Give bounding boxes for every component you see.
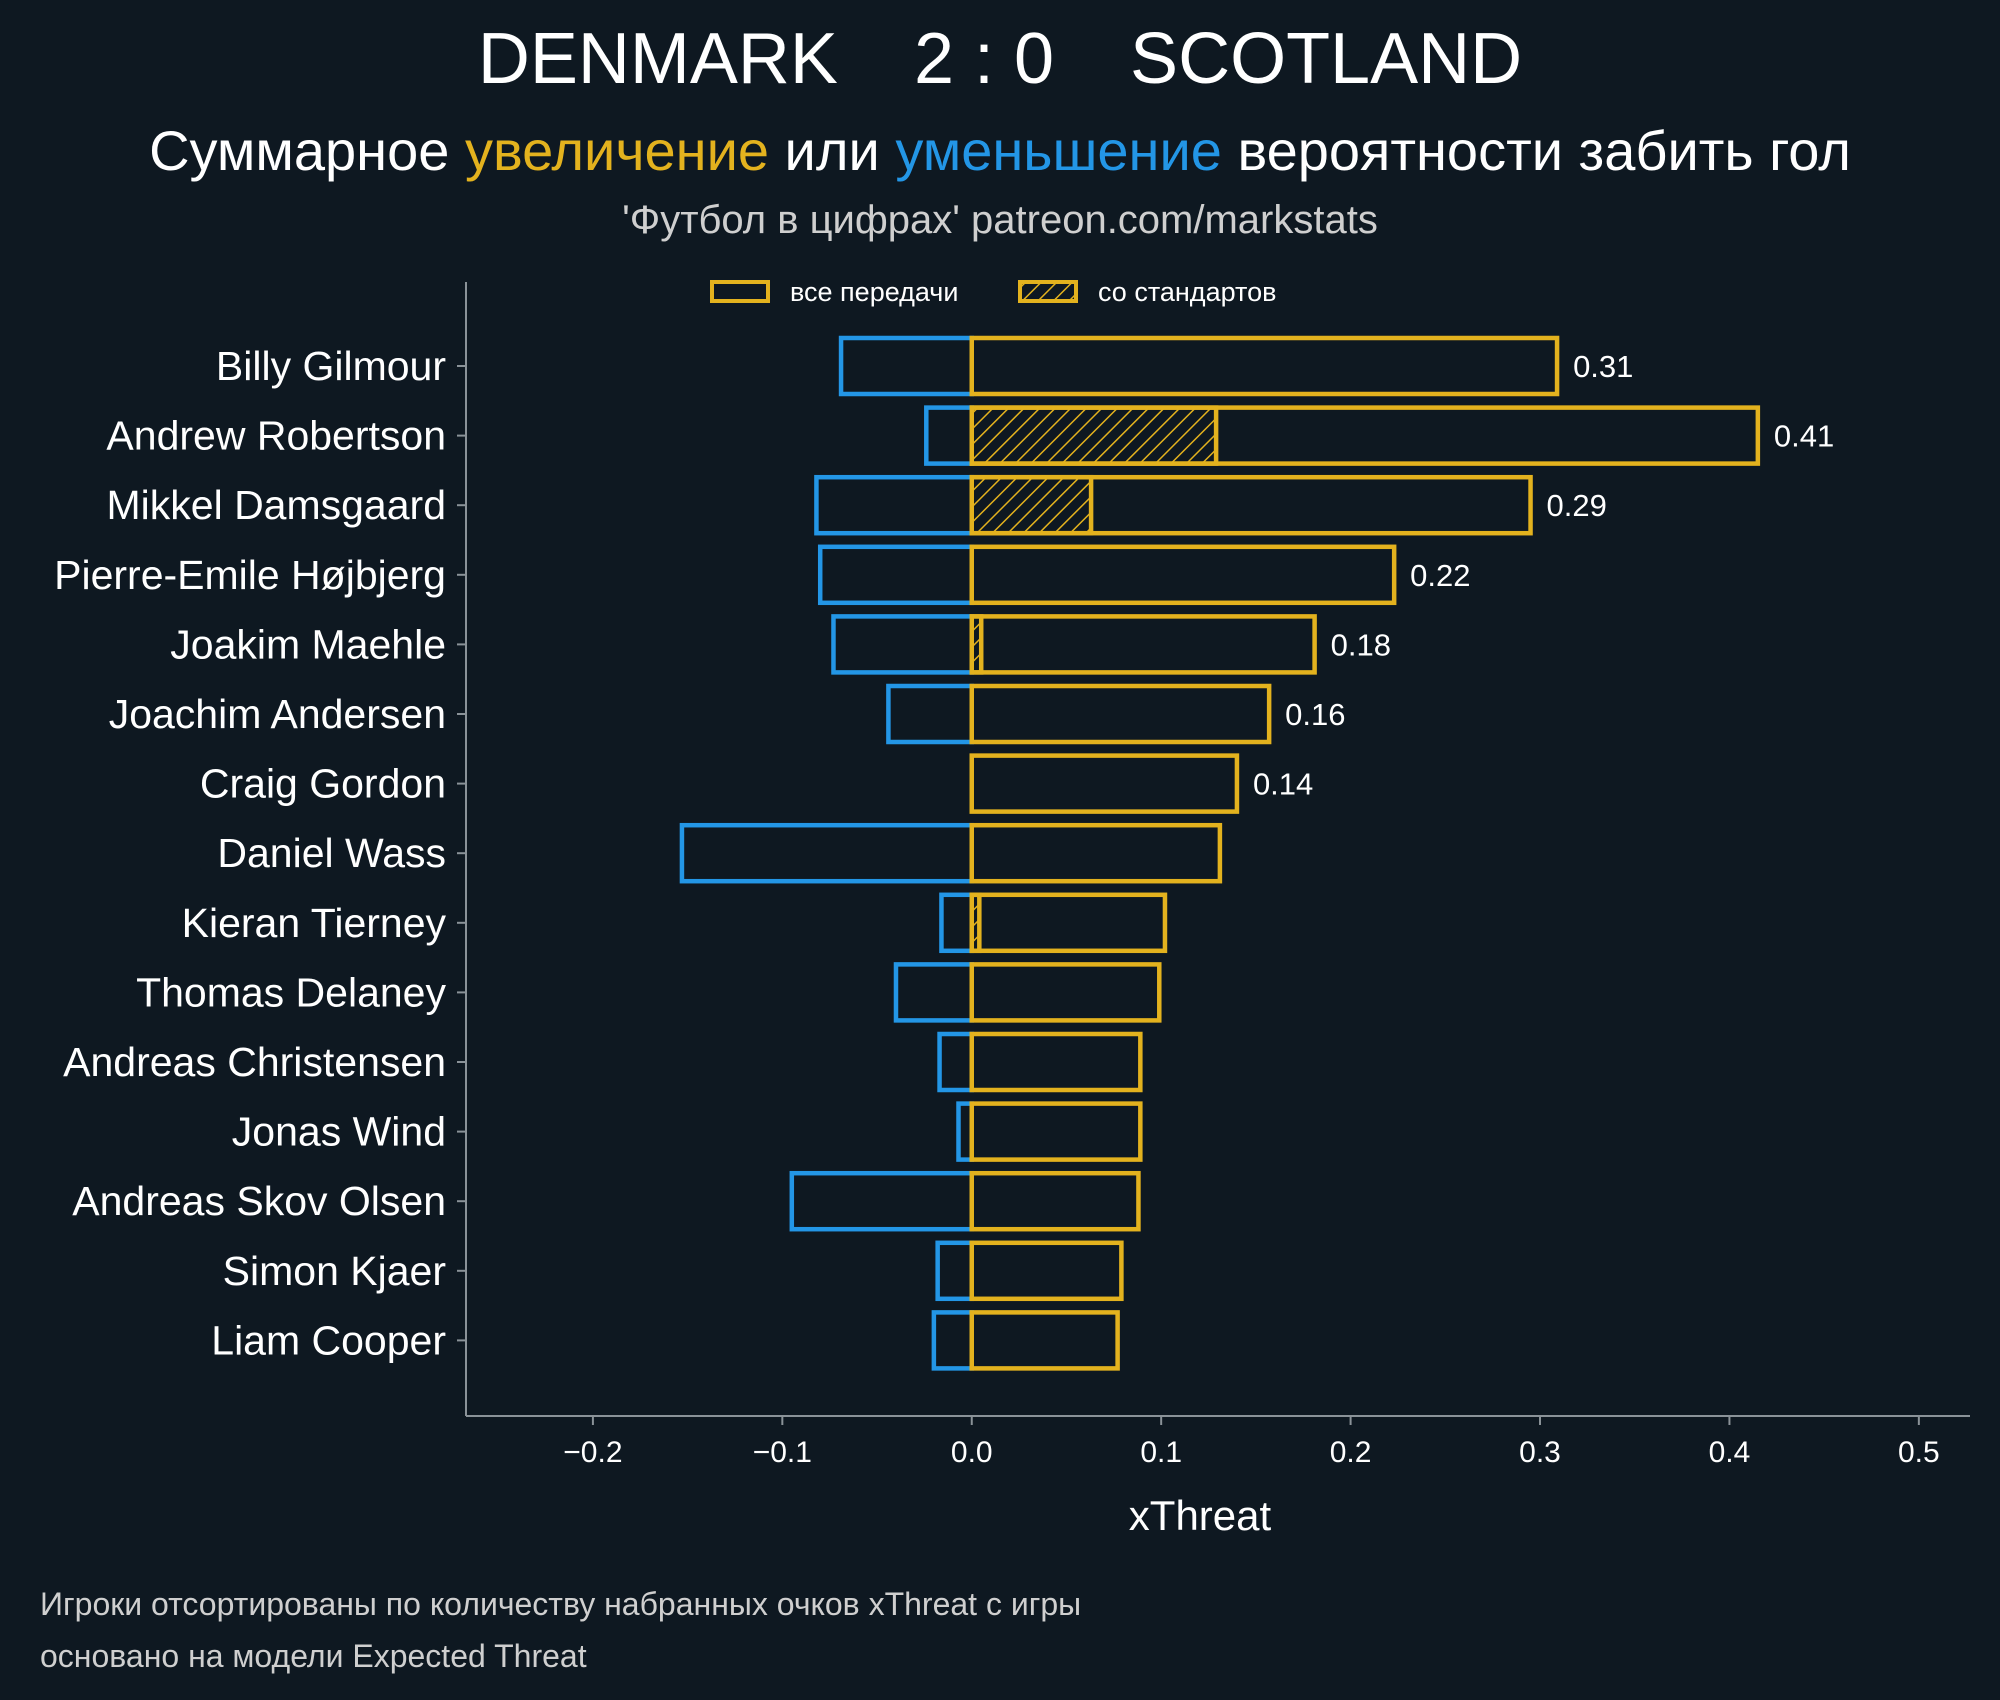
home-team: DENMARK [477,19,838,99]
value-label: 0.14 [1253,767,1313,802]
category-label: Daniel Wass [217,830,446,876]
footnote-model: основано на модели Expected Threat [40,1638,587,1674]
bar-decrease [886,683,975,745]
category-label: Billy Gilmour [216,343,446,389]
subtitle-part2: или [769,119,896,182]
bar-increase [969,962,1162,1023]
bar-decrease [893,962,975,1023]
legend-label-all-passes: все передачи [790,277,958,307]
subtitle-part3: вероятности забить гол [1221,119,1851,182]
bar-increase [969,544,1397,606]
bar-increase [969,474,1533,536]
category-label: Andrew Robertson [106,413,446,459]
chart-subtitle: Суммарное увеличение или уменьшение веро… [0,118,2000,183]
bar-decrease [935,1240,975,1302]
x-tick-label: 0.4 [1709,1436,1751,1469]
match-score: 2 : 0 [913,19,1055,99]
category-label: Joachim Andersen [109,691,446,737]
legend-swatch-all-passes [710,280,770,303]
bar-increase [969,405,1761,466]
bar-decrease [939,892,975,954]
bar-decrease [838,335,975,397]
byline: 'Футбол в цифрах' patreon.com/markstats [622,198,1378,242]
footnotes: Игроки отсортированы по количеству набра… [40,1578,1081,1682]
subtitle-increase: увеличение [464,119,769,182]
x-axis-label: xThreat [1129,1492,1272,1539]
value-label: 0.22 [1410,558,1470,593]
bar-increase [969,1101,1143,1162]
footnote-sorting: Игроки отсортированы по количеству набра… [40,1586,1082,1622]
bar-set-pieces [969,405,1219,466]
chart-legend: все передачи со стандартов [710,277,1276,307]
bar-increase [969,1170,1141,1232]
chart-bars [679,335,1761,1371]
bar-decrease [817,544,975,606]
bar-decrease [679,822,975,884]
match-title: DENMARK 2 : 0 SCOTLAND [0,18,2000,118]
x-tick-label: 0.5 [1898,1436,1940,1469]
category-label: Mikkel Damsgaard [107,482,447,528]
category-label: Andreas Skov Olsen [72,1178,446,1224]
chart-axes: −0.2 −0.1 0.0 0.1 0.2 0.3 0.4 0.5 [457,282,1970,1469]
bar-increase [969,822,1223,884]
bar-increase [969,1031,1143,1093]
category-label: Simon Kjaer [223,1248,446,1294]
category-label: Craig Gordon [200,761,446,807]
value-label: 0.31 [1573,349,1633,384]
legend-swatch-set-pieces [1018,280,1078,303]
bar-increase [969,683,1272,745]
value-label: 0.16 [1285,697,1345,732]
subtitle-decrease: уменьшение [895,119,1222,182]
bar-increase [969,614,1317,675]
category-label: Kieran Tierney [182,900,447,946]
bar-increase [969,1310,1120,1371]
x-tick-label: 0.3 [1519,1436,1561,1469]
value-label: 0.29 [1547,488,1607,523]
bar-decrease [814,474,975,536]
bar-increase [969,753,1240,814]
bar-decrease [831,614,975,675]
category-label: Joakim Maehle [170,621,446,667]
subtitle-part1: Суммарное [149,119,465,182]
x-tick-label: 0.1 [1140,1436,1182,1469]
bar-decrease [924,405,975,466]
chart-labels: Billy Gilmour 0.31 Andrew Robertson 0.41 Mik… [54,343,1834,1363]
value-label: 0.41 [1774,419,1834,454]
x-tick-label: −0.2 [563,1436,622,1469]
bar-increase [969,335,1560,397]
bar-decrease [931,1310,975,1371]
bar-increase [969,1240,1124,1302]
category-label: Andreas Christensen [63,1039,446,1085]
bar-decrease [937,1031,975,1093]
bar-set-pieces [969,474,1094,536]
value-label: 0.18 [1331,627,1391,662]
category-label: Liam Cooper [211,1317,446,1363]
x-tick-label: 0.0 [951,1436,993,1469]
category-label: Thomas Delaney [136,969,446,1015]
x-tick-label: 0.2 [1330,1436,1372,1469]
bar-increase [969,892,1168,954]
away-team: SCOTLAND [1130,19,1523,99]
category-label: Jonas Wind [232,1109,446,1155]
x-tick-label: −0.1 [753,1436,812,1469]
legend-label-set-pieces: со стандартов [1098,277,1276,307]
bar-decrease [789,1170,975,1232]
category-label: Pierre-Emile Højbjerg [54,552,446,598]
